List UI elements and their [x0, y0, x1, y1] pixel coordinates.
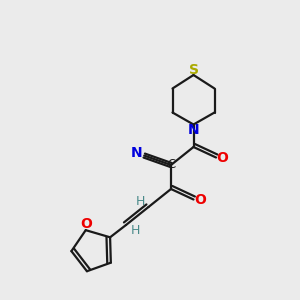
- Text: O: O: [217, 151, 229, 164]
- Text: S: S: [188, 63, 199, 76]
- Text: C: C: [167, 158, 175, 172]
- Text: N: N: [131, 146, 142, 160]
- Text: H: H: [135, 195, 145, 208]
- Text: O: O: [194, 193, 206, 206]
- Text: O: O: [80, 217, 92, 231]
- Text: N: N: [188, 123, 199, 137]
- Text: H: H: [130, 224, 140, 238]
